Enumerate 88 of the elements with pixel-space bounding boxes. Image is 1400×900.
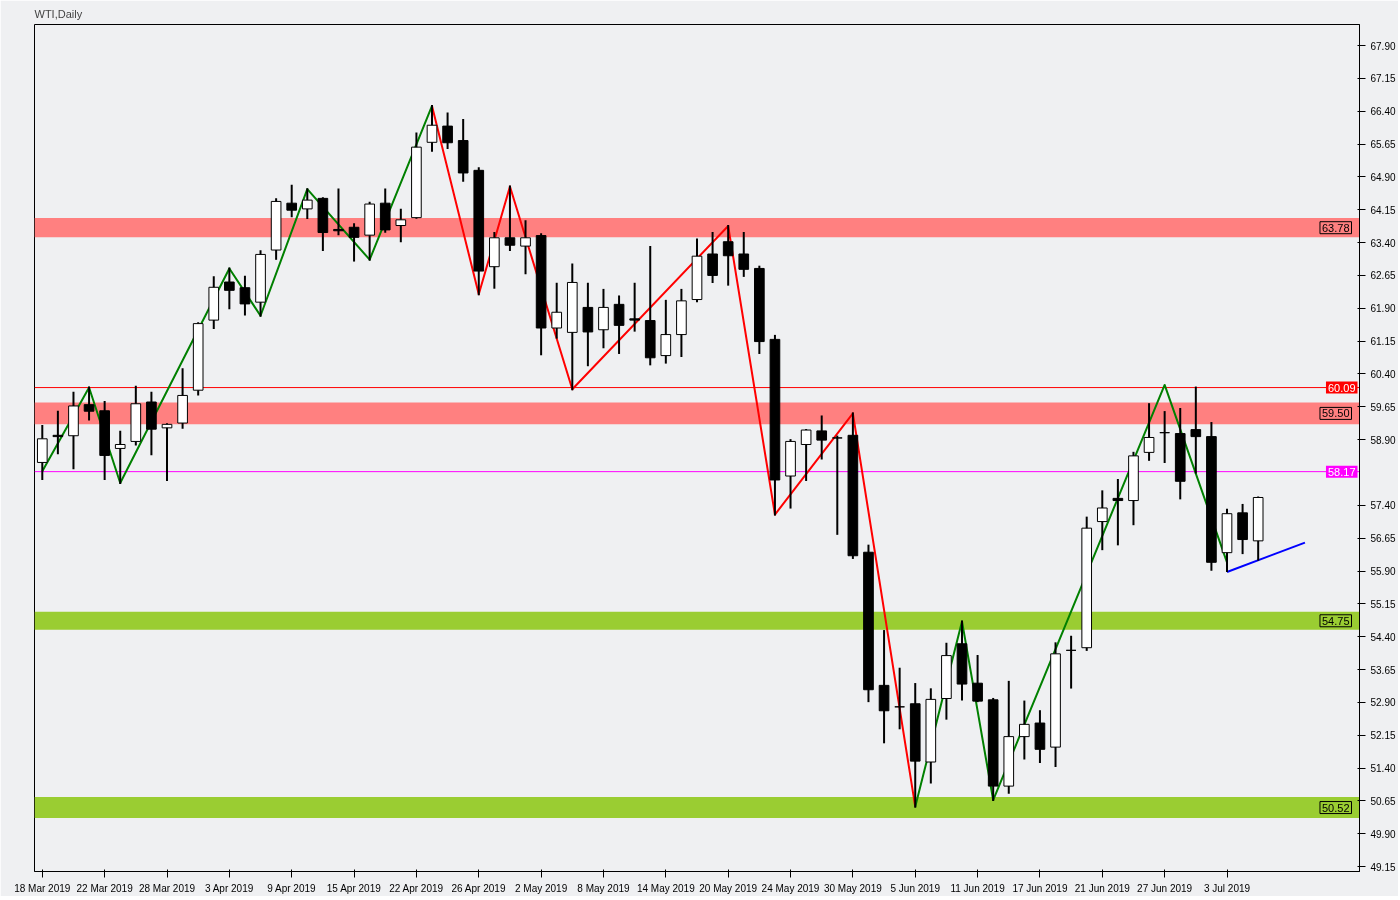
- candlestick: [816, 415, 828, 460]
- candlestick: [707, 231, 718, 284]
- candlestick: [301, 188, 313, 220]
- x-tick-label: 11 Jun 2019: [950, 882, 1006, 894]
- y-tick-label: 64.15: [1370, 204, 1396, 216]
- x-tick-label: 3 Apr 2019: [204, 882, 254, 894]
- candlestick: [1143, 403, 1155, 461]
- candlestick: [972, 655, 983, 703]
- candlestick: [1190, 386, 1202, 474]
- candlestick: [1112, 478, 1124, 546]
- candlestick: [660, 299, 672, 364]
- y-tick-label: 52.15: [1370, 730, 1396, 742]
- candlestick: [83, 386, 95, 421]
- candlestick: [738, 231, 750, 277]
- band-label: 63.78: [1321, 221, 1350, 234]
- x-tick-label: 30 May 2019: [823, 882, 883, 894]
- candlestick: [722, 224, 734, 286]
- ref-line-label: 60.09: [1327, 381, 1356, 394]
- chart-title: WTI,Daily: [34, 7, 83, 20]
- candlestick: [520, 220, 531, 275]
- y-tick-label: 67.90: [1370, 40, 1396, 52]
- x-tick-label: 8 May 2019: [577, 882, 631, 894]
- candlestick: [551, 282, 563, 339]
- candlestick: [800, 429, 812, 481]
- y-tick-label: 55.15: [1370, 598, 1396, 610]
- x-tick-label: 17 Jun 2019: [1012, 882, 1068, 894]
- y-tick-label: 55.90: [1370, 566, 1396, 578]
- x-tick-label: 21 Jun 2019: [1074, 882, 1131, 894]
- y-tick-label: 56.65: [1370, 533, 1396, 545]
- x-tick-label: 27 Jun 2019: [1137, 882, 1193, 894]
- y-tick-label: 64.90: [1370, 171, 1396, 183]
- candlestick: [613, 295, 625, 354]
- y-tick-label: 60.40: [1370, 368, 1396, 380]
- x-tick-label: 18 Mar 2019: [14, 882, 71, 894]
- candlestick: [442, 112, 453, 149]
- candlestick: [598, 288, 609, 349]
- x-tick-label: 22 Apr 2019: [389, 882, 444, 894]
- band-label: 50.52: [1321, 801, 1350, 814]
- candlestick: [348, 223, 360, 262]
- y-tick-label: 52.90: [1370, 697, 1396, 709]
- y-tick-label: 49.90: [1370, 828, 1396, 840]
- candlestick: [629, 282, 640, 332]
- candlestick: [504, 185, 516, 252]
- candlestick: [36, 425, 48, 481]
- y-tick-label: 62.65: [1370, 270, 1396, 282]
- candlestick: [161, 423, 173, 481]
- x-tick-label: 22 Mar 2019: [76, 882, 134, 894]
- candlestick: [1159, 411, 1170, 464]
- candlestick: [239, 275, 251, 316]
- band-label: 54.75: [1321, 614, 1350, 627]
- x-tick-label: 14 May 2019: [636, 882, 696, 894]
- x-tick-label: 26 Apr 2019: [451, 882, 506, 894]
- candlestick: [1096, 490, 1108, 551]
- y-tick-label: 59.65: [1370, 401, 1396, 413]
- y-tick-label: 61.90: [1370, 303, 1396, 315]
- y-tick-label: 67.15: [1370, 73, 1396, 85]
- band-label: 59.50: [1321, 407, 1350, 420]
- x-tick-label: 24 May 2019: [761, 882, 820, 894]
- y-tick-label: 65.65: [1370, 139, 1396, 151]
- candlestick: [1065, 635, 1077, 689]
- candlestick: [426, 104, 438, 152]
- candlestick: [831, 435, 843, 535]
- x-tick-label: 9 Apr 2019: [267, 882, 317, 894]
- x-tick-label: 15 Apr 2019: [326, 882, 382, 894]
- y-tick-label: 50.65: [1370, 795, 1396, 807]
- candlestick: [286, 184, 298, 218]
- y-tick-label: 53.65: [1370, 664, 1396, 676]
- x-tick-label: 2 May 2019: [514, 882, 568, 894]
- y-tick-label: 54.40: [1370, 631, 1396, 643]
- y-tick-label: 61.15: [1370, 336, 1396, 348]
- candlestick: [333, 188, 344, 236]
- y-tick-label: 63.40: [1370, 237, 1396, 249]
- y-tick-label: 58.90: [1370, 434, 1396, 446]
- y-tick-label: 51.40: [1370, 763, 1396, 775]
- x-tick-label: 20 May 2019: [699, 882, 758, 894]
- candlestick: [1019, 700, 1030, 760]
- x-tick-label: 5 Jun 2019: [890, 882, 941, 894]
- candlestick: [395, 208, 407, 243]
- x-tick-label: 3 Jul 2019: [1203, 882, 1251, 894]
- y-tick-label: 66.40: [1370, 106, 1396, 118]
- x-tick-label: 28 Mar 2019: [138, 882, 196, 894]
- candlestick: [52, 410, 64, 455]
- candlestick: [894, 667, 905, 730]
- candlestick: [114, 430, 126, 485]
- candlestick: [224, 267, 235, 310]
- ref-line-label: 58.17: [1327, 465, 1356, 478]
- y-tick-label: 57.40: [1370, 500, 1396, 512]
- y-tick-label: 49.15: [1370, 861, 1396, 873]
